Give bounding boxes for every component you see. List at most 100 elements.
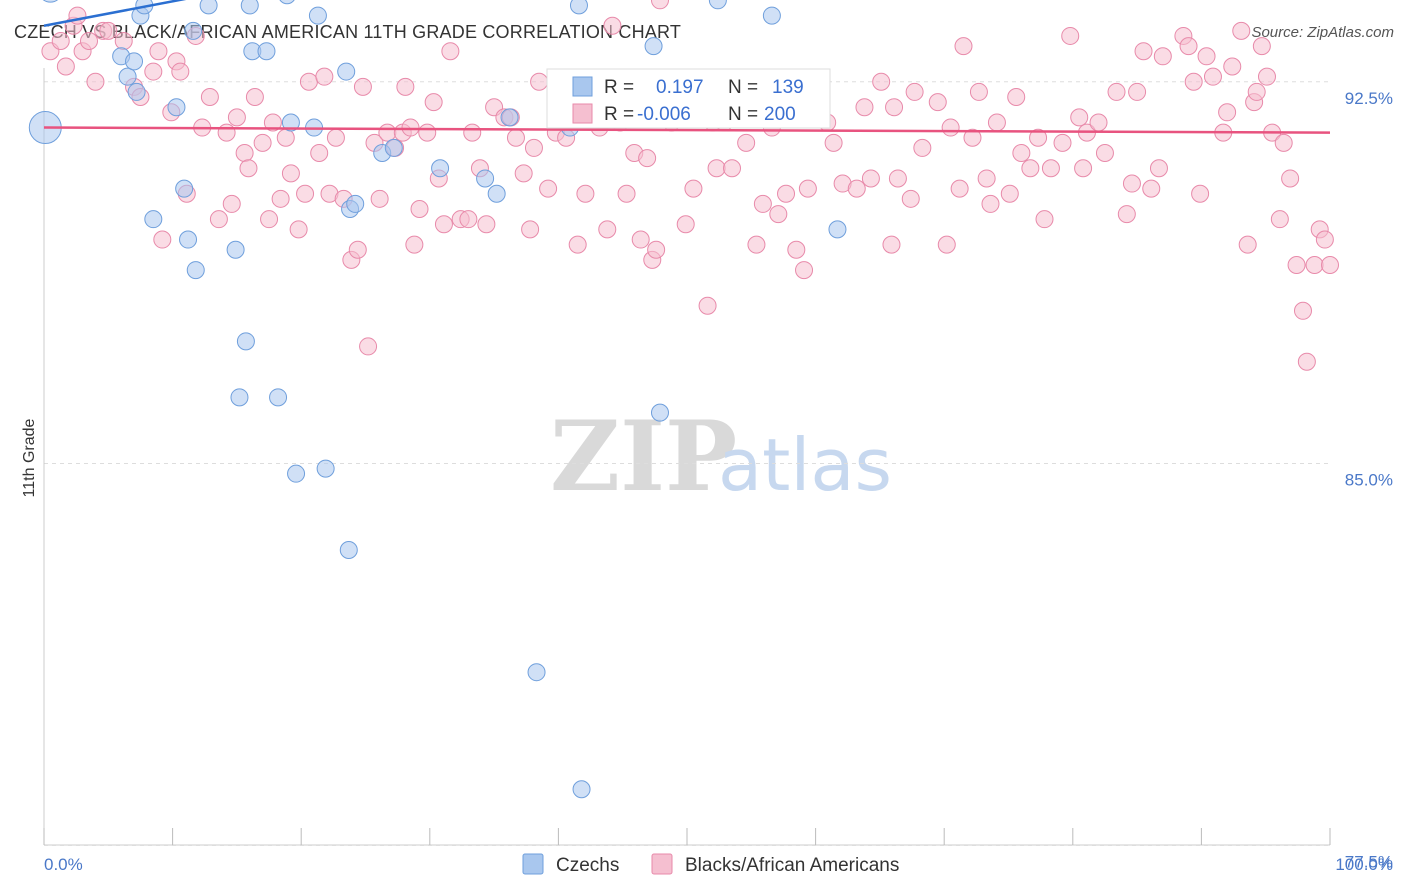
black-point <box>477 215 496 234</box>
black-point <box>1315 230 1334 249</box>
black-point <box>405 235 424 254</box>
bottom-legend-czech-label[interactable]: Czechs <box>556 855 619 876</box>
czech-point <box>384 138 403 157</box>
legend-czech-r-value: 0.197 <box>656 77 704 98</box>
legend-black-n-label: N = <box>728 104 758 125</box>
bottom-legend-black-label[interactable]: Blacks/African Americans <box>685 855 899 876</box>
czech-point <box>269 388 288 407</box>
black-point <box>1053 133 1072 152</box>
black-point <box>1203 67 1222 86</box>
correlation-legend: R = 0.197 N = 139 R = -0.006 N = 200 <box>546 68 831 129</box>
black-point <box>1293 301 1312 320</box>
black-point <box>1095 144 1114 163</box>
black-point <box>418 123 437 142</box>
y-tick-label: 77.5% <box>1345 852 1393 871</box>
black-point <box>950 179 969 198</box>
black-point <box>299 72 318 91</box>
black-point <box>396 77 415 96</box>
black-point <box>200 88 219 107</box>
black-point <box>359 337 378 356</box>
black-point <box>698 296 717 315</box>
czech-point <box>500 108 519 127</box>
black-point <box>1305 255 1324 274</box>
black-point <box>1021 159 1040 178</box>
black-point <box>913 138 932 157</box>
legend-black-r-value: -0.006 <box>637 104 691 125</box>
black-point <box>576 184 595 203</box>
czech-point <box>572 780 591 799</box>
black-point <box>954 37 973 56</box>
black-point <box>1122 174 1141 193</box>
legend-black-n-value: 200 <box>764 104 796 125</box>
legend-czech-r-label: R = <box>604 77 634 98</box>
black-point <box>539 179 558 198</box>
czech-point <box>118 67 137 86</box>
black-point <box>1153 47 1172 66</box>
black-point <box>1274 133 1293 152</box>
black-point <box>723 159 742 178</box>
czech-point <box>308 6 327 25</box>
black-point <box>1041 159 1060 178</box>
black-point <box>1184 72 1203 91</box>
black-point <box>315 67 334 86</box>
black-point <box>937 235 956 254</box>
black-point <box>222 194 241 213</box>
black-point <box>888 169 907 188</box>
black-point <box>747 235 766 254</box>
black-point <box>459 210 478 229</box>
black-point <box>824 133 843 152</box>
black-point <box>1247 82 1266 101</box>
black-point <box>441 42 460 61</box>
black-point <box>753 194 772 213</box>
black-point <box>1218 103 1237 122</box>
black-trend-line <box>43 126 1331 134</box>
trend-lines <box>43 0 1331 134</box>
czech-point <box>127 82 146 101</box>
black-point <box>905 82 924 101</box>
black-point <box>1149 159 1168 178</box>
black-point <box>684 179 703 198</box>
black-point <box>1089 113 1108 132</box>
black-point <box>707 159 726 178</box>
black-point <box>1287 255 1306 274</box>
legend-czech-n-value: 139 <box>772 77 804 98</box>
black-point <box>769 205 788 224</box>
black-point <box>676 215 695 234</box>
black-point <box>227 108 246 127</box>
black-point <box>872 72 891 91</box>
black-point <box>521 220 540 239</box>
black-point <box>524 138 543 157</box>
czech-point <box>337 62 356 81</box>
czech-point <box>167 98 186 117</box>
black-point <box>638 149 657 168</box>
black-point <box>1257 67 1276 86</box>
black-point <box>245 88 264 107</box>
black-point <box>506 128 525 147</box>
black-point <box>171 62 190 81</box>
black-point <box>296 184 315 203</box>
czech-point <box>257 42 276 61</box>
czech-point <box>346 194 365 213</box>
czech-point <box>184 21 203 40</box>
black-point <box>977 169 996 188</box>
black-point <box>901 189 920 208</box>
black-point <box>981 194 1000 213</box>
czech-point <box>644 37 663 56</box>
black-point <box>80 32 99 51</box>
black-point <box>969 82 988 101</box>
bottom-legend-black-swatch[interactable] <box>651 853 673 875</box>
black-point <box>1134 42 1153 61</box>
bottom-legend-czech-swatch[interactable] <box>522 853 544 875</box>
legend-czech-swatch <box>572 76 593 97</box>
black-point <box>1117 205 1136 224</box>
black-point <box>410 200 429 218</box>
x-tick-label-max: 100.0% <box>1335 855 1393 874</box>
czech-point <box>487 184 506 203</box>
czech-point <box>762 6 781 25</box>
black-point <box>1107 82 1126 101</box>
y-axis-label: 11th Grade <box>21 418 38 497</box>
czech-point <box>828 220 847 239</box>
y-tick-label: 85.0% <box>1345 471 1393 490</box>
black-point <box>798 179 817 198</box>
